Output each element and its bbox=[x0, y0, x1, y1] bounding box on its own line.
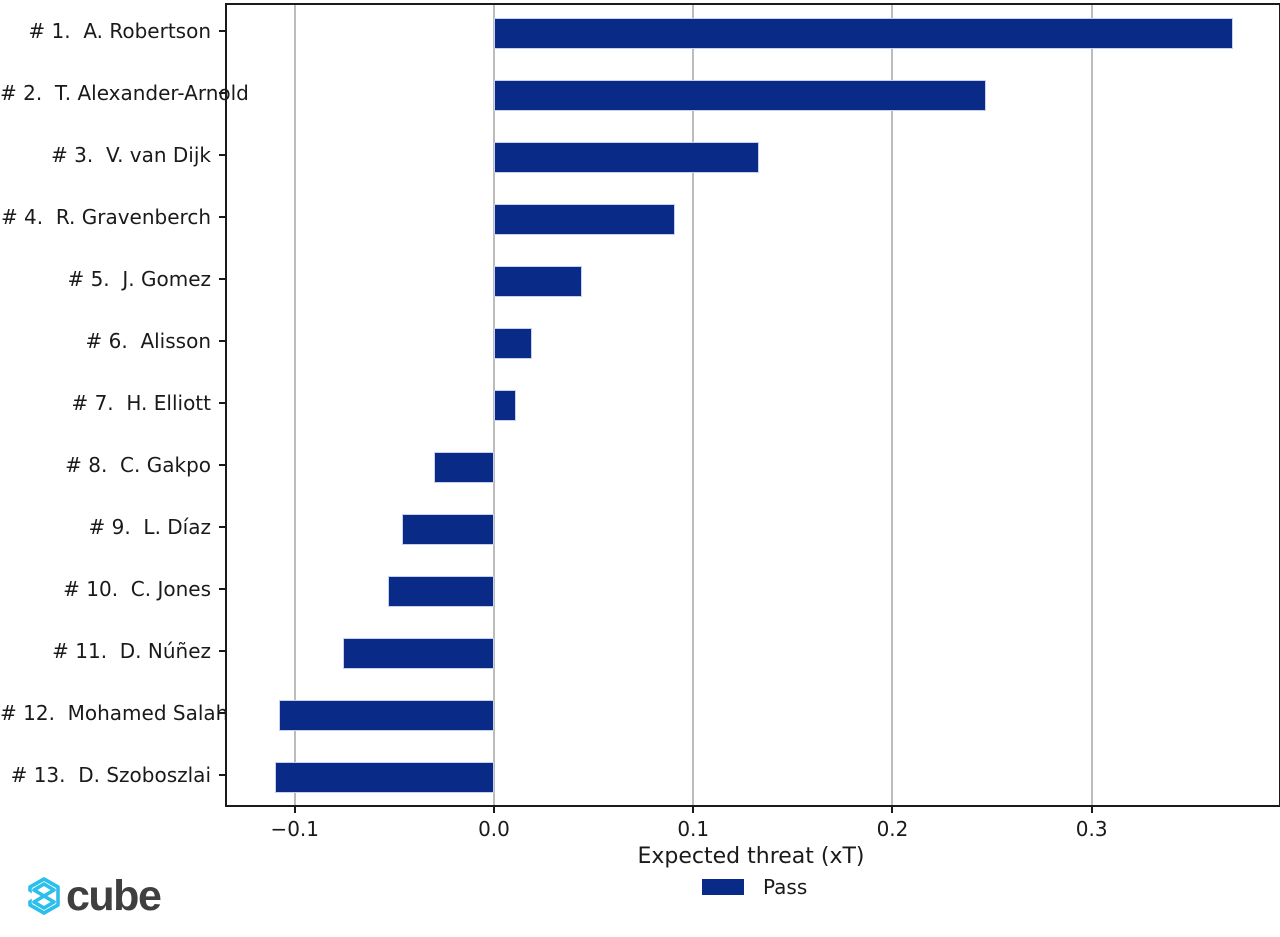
bar-# 1. A. Robertson bbox=[493, 17, 1234, 49]
plot-area bbox=[225, 3, 1280, 807]
legend-label-pass: Pass bbox=[763, 875, 808, 899]
bar-# 11. D. Núñez bbox=[342, 637, 494, 669]
y-tick-label: # 11. D. Núñez bbox=[52, 639, 211, 663]
y-tick-mark bbox=[219, 340, 227, 342]
cube-wireframe-icon bbox=[28, 877, 60, 915]
bar-# 12. Mohamed Salah bbox=[278, 699, 494, 731]
y-tick-label: # 2. T. Alexander-Arnold bbox=[0, 81, 249, 105]
x-tick-mark bbox=[492, 805, 495, 813]
y-tick-label: # 1. A. Robertson bbox=[28, 19, 211, 43]
y-tick-label: # 5. J. Gomez bbox=[67, 267, 211, 291]
x-tick-label: 0.1 bbox=[677, 817, 710, 841]
gridline bbox=[1090, 5, 1093, 805]
bar-# 9. L. Díaz bbox=[402, 513, 494, 545]
y-tick-label: # 3. V. van Dijk bbox=[51, 143, 211, 167]
x-tick-label: 0.2 bbox=[876, 817, 909, 841]
y-tick-mark bbox=[219, 30, 227, 32]
y-tick-label: # 10. C. Jones bbox=[63, 577, 211, 601]
bar-# 7. H. Elliott bbox=[493, 389, 516, 421]
x-tick-mark bbox=[692, 805, 695, 813]
y-tick-mark bbox=[219, 588, 227, 590]
legend: Pass bbox=[702, 875, 807, 899]
y-tick-mark bbox=[219, 650, 227, 652]
x-tick-mark bbox=[891, 805, 894, 813]
y-tick-mark bbox=[219, 712, 227, 714]
y-tick-mark bbox=[219, 526, 227, 528]
gridline bbox=[891, 5, 894, 805]
x-tick-label: 0.3 bbox=[1075, 817, 1108, 841]
bar-# 5. J. Gomez bbox=[493, 265, 582, 297]
bar-# 13. D. Szoboszlai bbox=[274, 761, 494, 793]
legend-swatch-pass bbox=[702, 879, 744, 895]
y-tick-label: # 4. R. Gravenberch bbox=[0, 205, 211, 229]
x-tick-label: −0.1 bbox=[270, 817, 320, 841]
x-axis-title: Expected threat (xT) bbox=[637, 844, 865, 869]
x-tick-mark bbox=[1090, 805, 1093, 813]
y-tick-mark bbox=[219, 402, 227, 404]
y-tick-label: # 7. H. Elliott bbox=[71, 391, 211, 415]
bar-# 3. V. van Dijk bbox=[493, 141, 759, 173]
bar-# 2. T. Alexander-Arnold bbox=[493, 79, 987, 111]
y-tick-mark bbox=[219, 464, 227, 466]
y-tick-label: # 13. D. Szoboszlai bbox=[10, 763, 211, 787]
y-tick-mark bbox=[219, 774, 227, 776]
y-tick-label: # 9. L. Díaz bbox=[88, 515, 211, 539]
cube-logo-text: cube bbox=[66, 872, 162, 920]
bar-# 4. R. Gravenberch bbox=[493, 203, 676, 235]
gridline bbox=[692, 5, 695, 805]
x-tick-label: 0.0 bbox=[478, 817, 510, 841]
y-tick-mark bbox=[219, 154, 227, 156]
y-tick-label: # 12. Mohamed Salah bbox=[0, 701, 229, 725]
y-tick-mark bbox=[219, 216, 227, 218]
y-tick-mark bbox=[219, 92, 227, 94]
bar-# 6. Alisson bbox=[493, 327, 532, 359]
bar-# 8. C. Gakpo bbox=[434, 451, 494, 483]
y-tick-mark bbox=[219, 278, 227, 280]
gridline bbox=[293, 5, 296, 805]
cube-logo: cube bbox=[27, 872, 162, 920]
bar-# 10. C. Jones bbox=[388, 575, 494, 607]
y-tick-label: # 6. Alisson bbox=[85, 329, 211, 353]
x-tick-mark bbox=[293, 805, 296, 813]
y-tick-label: # 8. C. Gakpo bbox=[65, 453, 211, 477]
